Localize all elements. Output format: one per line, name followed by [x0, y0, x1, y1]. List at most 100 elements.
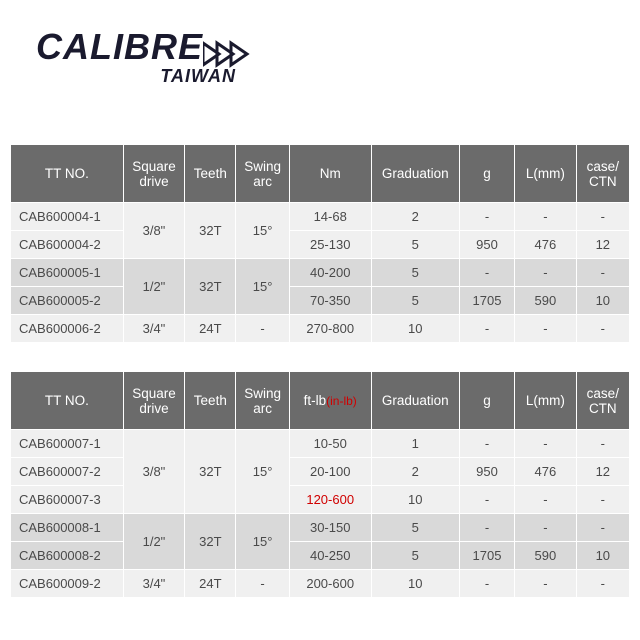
cell-g: - [459, 203, 514, 231]
cell-swing: 15° [236, 430, 289, 514]
unit-alt-label: (in-lb) [326, 394, 357, 408]
cell-ctn: 12 [576, 458, 629, 486]
cell-l: 476 [515, 458, 576, 486]
cell-teeth: 32T [185, 430, 236, 514]
table2-header-row: TT NO.SquaredriveTeethSwingarcft-lb(in-l… [11, 372, 630, 430]
cell-grad: 5 [371, 287, 459, 315]
col-header: g [459, 145, 514, 203]
cell-grad: 5 [371, 514, 459, 542]
cell-l: 590 [515, 542, 576, 570]
cell-range: 40-250 [289, 542, 371, 570]
cell-ttno: CAB600008-1 [11, 514, 124, 542]
cell-l: - [515, 430, 576, 458]
table1-header-row: TT NO.SquaredriveTeethSwingarcNmGraduati… [11, 145, 630, 203]
cell-g: - [459, 259, 514, 287]
cell-g: 1705 [459, 287, 514, 315]
col-header: g [459, 372, 514, 430]
tables-container: TT NO.SquaredriveTeethSwingarcNmGraduati… [10, 144, 630, 598]
cell-ttno: CAB600004-1 [11, 203, 124, 231]
cell-ttno: CAB600007-1 [11, 430, 124, 458]
cell-swing: 15° [236, 259, 289, 315]
table-row: CAB600004-225-130595047612 [11, 231, 630, 259]
table-row: CAB600005-11/2"32T15°40-2005--- [11, 259, 630, 287]
cell-range: 270-800 [289, 315, 371, 343]
cell-sqdrive: 3/4" [123, 570, 184, 598]
cell-sqdrive: 1/2" [123, 514, 184, 570]
cell-range: 14-68 [289, 203, 371, 231]
cell-ttno: CAB600007-3 [11, 486, 124, 514]
cell-teeth: 24T [185, 315, 236, 343]
col-header: Teeth [185, 372, 236, 430]
cell-range: 20-100 [289, 458, 371, 486]
spec-table-1: TT NO.SquaredriveTeethSwingarcNmGraduati… [10, 144, 630, 343]
cell-grad: 2 [371, 203, 459, 231]
cell-range: 10-50 [289, 430, 371, 458]
cell-grad: 10 [371, 570, 459, 598]
cell-g: 1705 [459, 542, 514, 570]
cell-ctn: - [576, 514, 629, 542]
table-row: CAB600005-270-3505170559010 [11, 287, 630, 315]
cell-grad: 10 [371, 315, 459, 343]
cell-g: 950 [459, 458, 514, 486]
col-header: L(mm) [515, 145, 576, 203]
table-row: CAB600007-13/8"32T15°10-501--- [11, 430, 630, 458]
col-header: Swingarc [236, 145, 289, 203]
table-row: CAB600009-23/4"24T-200-60010--- [11, 570, 630, 598]
cell-ctn: 12 [576, 231, 629, 259]
cell-l: - [515, 486, 576, 514]
cell-g: - [459, 486, 514, 514]
cell-ttno: CAB600009-2 [11, 570, 124, 598]
cell-swing: 15° [236, 203, 289, 259]
cell-ttno: CAB600005-1 [11, 259, 124, 287]
cell-range: 120-600 [289, 486, 371, 514]
cell-l: - [515, 203, 576, 231]
cell-ctn: - [576, 486, 629, 514]
cell-ctn: - [576, 570, 629, 598]
cell-g: 950 [459, 231, 514, 259]
table-row: CAB600007-3120-60010--- [11, 486, 630, 514]
cell-g: - [459, 570, 514, 598]
cell-range: 70-350 [289, 287, 371, 315]
logo-main-text: CALIBRE [36, 26, 203, 68]
col-header: Graduation [371, 145, 459, 203]
cell-l: 476 [515, 231, 576, 259]
cell-l: - [515, 570, 576, 598]
col-header: case/CTN [576, 372, 629, 430]
cell-g: - [459, 315, 514, 343]
cell-swing: - [236, 315, 289, 343]
cell-ctn: - [576, 203, 629, 231]
cell-ttno: CAB600006-2 [11, 315, 124, 343]
cell-sqdrive: 3/8" [123, 203, 184, 259]
cell-ttno: CAB600005-2 [11, 287, 124, 315]
cell-range: 30-150 [289, 514, 371, 542]
cell-sqdrive: 3/8" [123, 430, 184, 514]
cell-l: - [515, 259, 576, 287]
cell-teeth: 32T [185, 203, 236, 259]
cell-grad: 5 [371, 231, 459, 259]
col-header: TT NO. [11, 372, 124, 430]
table-row: CAB600007-220-100295047612 [11, 458, 630, 486]
cell-swing: - [236, 570, 289, 598]
cell-grad: 5 [371, 542, 459, 570]
cell-ttno: CAB600008-2 [11, 542, 124, 570]
col-header: Swingarc [236, 372, 289, 430]
col-header: Graduation [371, 372, 459, 430]
col-header: Nm [289, 145, 371, 203]
table-row: CAB600004-13/8"32T15°14-682--- [11, 203, 630, 231]
cell-ctn: 10 [576, 287, 629, 315]
spec-table-2: TT NO.SquaredriveTeethSwingarcft-lb(in-l… [10, 371, 630, 598]
cell-grad: 10 [371, 486, 459, 514]
cell-ctn: 10 [576, 542, 629, 570]
cell-ttno: CAB600004-2 [11, 231, 124, 259]
col-header: Squaredrive [123, 372, 184, 430]
col-header: case/CTN [576, 145, 629, 203]
cell-teeth: 32T [185, 259, 236, 315]
cell-g: - [459, 514, 514, 542]
table-row: CAB600008-2 40-2505170559010 [11, 542, 630, 570]
cell-ttno: CAB600007-2 [11, 458, 124, 486]
cell-l: - [515, 315, 576, 343]
cell-grad: 1 [371, 430, 459, 458]
cell-l: - [515, 514, 576, 542]
brand-logo: CALIBRE TAIWAN [36, 26, 296, 87]
col-header: L(mm) [515, 372, 576, 430]
